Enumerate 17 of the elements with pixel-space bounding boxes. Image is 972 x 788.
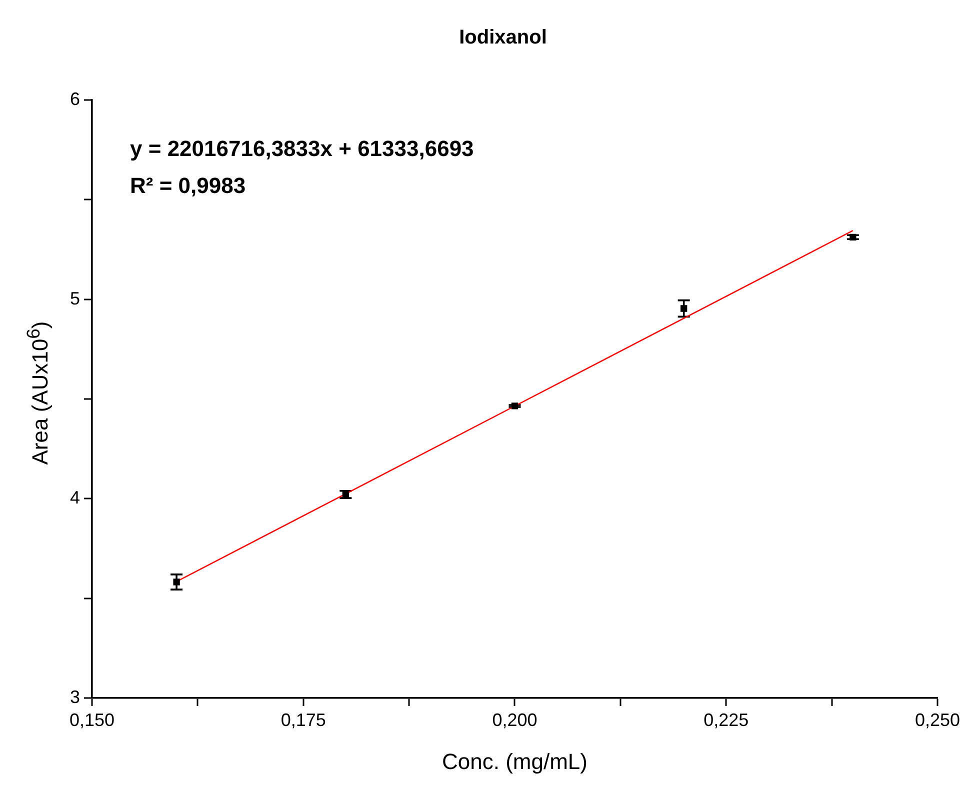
x-tick-label: 0,175 — [280, 710, 326, 730]
x-tick-label: 0,150 — [69, 710, 115, 730]
x-tick-label: 0,250 — [914, 710, 960, 730]
y-tick-label: 6 — [70, 88, 80, 109]
x-axis-title: Conc. (mg/mL) — [442, 748, 588, 774]
chart-title: Iodixanol — [459, 26, 547, 49]
point — [850, 234, 856, 240]
point — [511, 402, 518, 410]
annotation: R² = 0,9983 — [130, 173, 246, 198]
point — [173, 578, 180, 586]
x-tick-label: 0,225 — [704, 710, 749, 730]
point — [342, 491, 349, 498]
y-tick-label: 3 — [70, 686, 80, 707]
annotation: y = 22016716,3833x + 61333,6693 — [130, 136, 474, 162]
y-tick-label: 5 — [70, 288, 80, 308]
y-tick-label: 4 — [70, 488, 80, 508]
x-tick-label: 0,200 — [492, 710, 538, 730]
